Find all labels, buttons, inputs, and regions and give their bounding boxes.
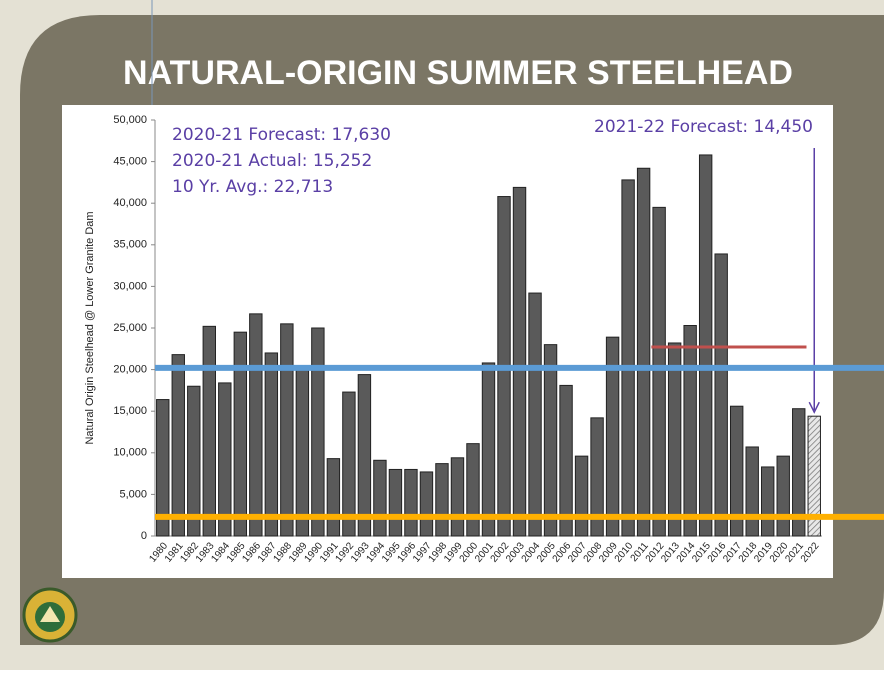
bar bbox=[667, 342, 682, 537]
y-tick-label: 10,000 bbox=[113, 447, 147, 459]
bar bbox=[450, 457, 465, 537]
y-tick-label: 30,000 bbox=[113, 280, 147, 292]
bar bbox=[342, 391, 356, 537]
bar bbox=[683, 325, 697, 537]
bar bbox=[435, 463, 449, 537]
bar bbox=[218, 382, 232, 537]
bar bbox=[249, 313, 263, 537]
bar bbox=[233, 331, 248, 537]
annotation: 10 Yr. Avg.: 22,713 bbox=[172, 177, 333, 197]
annotation: 2020-21 Actual: 15,252 bbox=[172, 151, 372, 171]
bar bbox=[528, 292, 542, 537]
annotation: 2020-21 Forecast: 17,630 bbox=[172, 125, 391, 145]
bar bbox=[559, 384, 573, 537]
bar bbox=[761, 466, 775, 537]
bar bbox=[264, 352, 279, 537]
y-tick-label: 35,000 bbox=[113, 239, 147, 251]
chart-title: NATURAL-ORIGIN SUMMER STEELHEAD bbox=[123, 54, 793, 92]
arrow-head bbox=[808, 401, 820, 414]
bar bbox=[187, 385, 201, 537]
bar bbox=[295, 367, 310, 537]
bar bbox=[698, 154, 713, 537]
y-tick-label: 25,000 bbox=[113, 322, 147, 334]
bar bbox=[574, 455, 589, 537]
bar bbox=[357, 374, 372, 537]
bar bbox=[481, 362, 496, 537]
bar bbox=[202, 325, 216, 537]
bar bbox=[745, 446, 759, 537]
bar bbox=[714, 253, 728, 537]
bar bbox=[792, 408, 806, 537]
y-tick-label: 5,000 bbox=[119, 488, 147, 500]
y-tick-label: 0 bbox=[141, 530, 147, 542]
bar bbox=[171, 354, 185, 537]
bar bbox=[512, 186, 527, 537]
bar bbox=[156, 399, 170, 537]
y-tick-label: 15,000 bbox=[113, 405, 147, 417]
bar bbox=[590, 417, 604, 537]
bar bbox=[543, 344, 558, 537]
bar bbox=[404, 468, 418, 537]
bar bbox=[280, 323, 294, 537]
y-tick-label: 40,000 bbox=[113, 197, 147, 209]
bar bbox=[466, 443, 480, 537]
bar bbox=[807, 415, 821, 537]
bar bbox=[373, 459, 387, 537]
bar bbox=[419, 471, 434, 537]
bar bbox=[652, 206, 666, 537]
bar bbox=[636, 167, 651, 537]
y-tick-label: 45,000 bbox=[113, 156, 147, 168]
y-tick-label: 50,000 bbox=[113, 114, 147, 126]
y-tick-label: 20,000 bbox=[113, 364, 147, 376]
bar bbox=[605, 336, 620, 537]
y-axis-label: Natural Origin Steelhead @ Lower Granite… bbox=[84, 211, 96, 444]
bar bbox=[326, 458, 341, 537]
bar bbox=[311, 327, 325, 537]
bar bbox=[776, 455, 790, 537]
annotation: 2021-22 Forecast: 14,450 bbox=[594, 117, 813, 137]
bar bbox=[729, 405, 744, 537]
bar bbox=[621, 179, 635, 537]
logo bbox=[22, 587, 78, 643]
bar bbox=[388, 468, 403, 537]
